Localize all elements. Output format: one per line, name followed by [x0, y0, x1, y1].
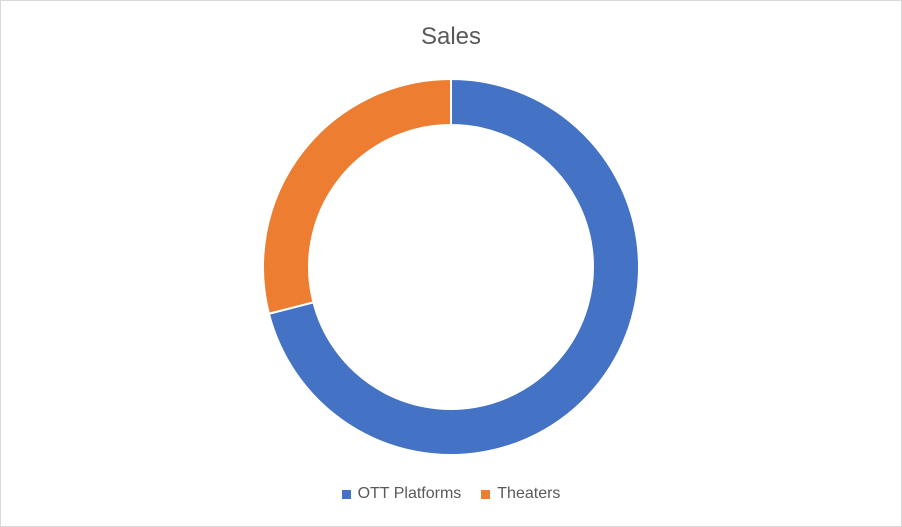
slice-theaters	[262, 77, 452, 315]
legend-item-theaters: Theaters	[481, 485, 560, 503]
donut-slices	[262, 77, 640, 456]
legend-item-ott-platforms: OTT Platforms	[341, 485, 462, 503]
chart-title: Sales	[420, 23, 482, 50]
legend-label-ott-platforms: OTT Platforms	[357, 485, 462, 502]
legend: OTT Platforms Theaters	[1, 485, 901, 503]
legend-swatch-ott-platforms	[341, 489, 351, 499]
slice-ott-platforms	[267, 77, 640, 456]
legend-swatch-theaters	[481, 489, 491, 499]
legend-label-theaters: Theaters	[497, 485, 561, 502]
